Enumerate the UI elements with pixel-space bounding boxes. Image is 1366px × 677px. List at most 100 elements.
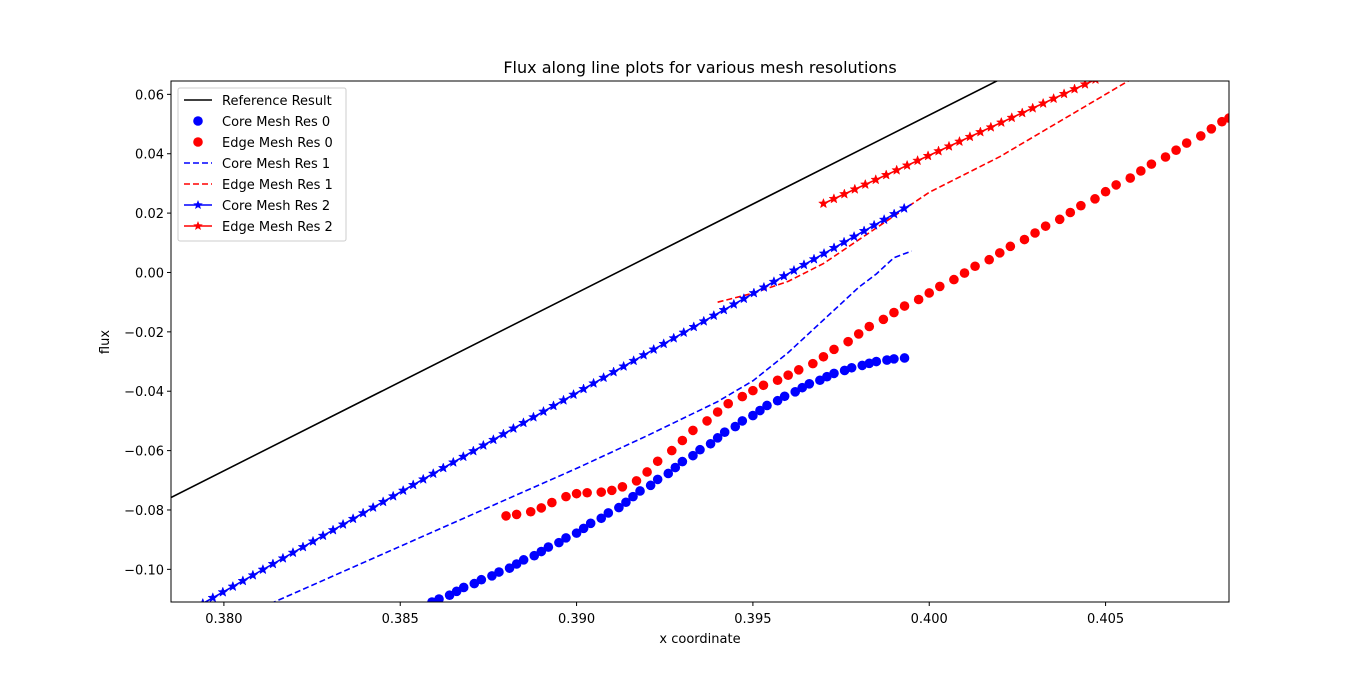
- data-point: [1171, 145, 1181, 155]
- star-marker: [698, 315, 710, 326]
- y-tick-label: −0.02: [124, 326, 164, 341]
- legend-item: Core Mesh Res 0: [193, 115, 330, 130]
- data-point: [797, 382, 808, 393]
- star-marker: [838, 188, 850, 199]
- star-marker: [177, 607, 187, 616]
- data-point: [899, 301, 910, 311]
- star-marker: [1195, 27, 1205, 36]
- x-tick-label: 0.395: [734, 612, 771, 627]
- star-marker: [1206, 22, 1216, 31]
- data-point: [561, 491, 571, 502]
- data-point: [434, 594, 444, 602]
- legend-swatch: [193, 116, 203, 126]
- star-marker: [848, 230, 860, 242]
- star-marker: [870, 174, 882, 185]
- star-marker: [912, 154, 924, 166]
- data-point: [536, 503, 547, 513]
- legend-swatch: [193, 137, 203, 147]
- star-marker: [1079, 81, 1091, 89]
- data-point: [772, 375, 783, 386]
- data-point: [730, 421, 741, 432]
- data-point: [723, 398, 734, 409]
- data-point: [984, 254, 994, 265]
- legend-item: Reference Result: [184, 94, 332, 109]
- y-tick-label: 0.02: [135, 207, 164, 222]
- star-marker: [708, 309, 720, 321]
- plot-frame: [170, 80, 1230, 603]
- y-axis: −0.10 −0.08 −0.06 −0.04 −0.02 0.00 0.02 0.04 0.0…: [124, 88, 171, 578]
- y-axis-label: flux: [98, 330, 113, 354]
- data-point: [511, 559, 522, 569]
- star-marker: [588, 377, 599, 388]
- y-tick-label: 0.00: [135, 266, 164, 281]
- data-point: [913, 294, 924, 305]
- data-point: [571, 528, 582, 538]
- data-point: [617, 482, 628, 492]
- star-marker: [528, 411, 539, 422]
- star-marker: [197, 597, 209, 602]
- data-point: [547, 497, 557, 508]
- legend-label: Edge Mesh Res 0: [222, 136, 333, 151]
- x-tick-label: 0.400: [911, 612, 948, 627]
- star-marker: [728, 298, 740, 309]
- star-marker: [964, 131, 976, 142]
- legend-label: Edge Mesh Res 1: [222, 178, 333, 193]
- data-point: [705, 438, 716, 449]
- star-marker: [628, 355, 640, 366]
- data-point: [652, 456, 663, 467]
- data-point: [889, 307, 899, 318]
- data-point: [1030, 228, 1040, 238]
- star-marker: [638, 349, 650, 360]
- data-point: [663, 468, 674, 479]
- star-marker: [668, 332, 680, 343]
- star-marker: [985, 121, 997, 132]
- data-point: [864, 321, 875, 332]
- data-point: [949, 274, 959, 285]
- star-marker: [387, 490, 399, 501]
- star-marker: [808, 253, 820, 264]
- data-point: [670, 462, 681, 473]
- star-marker: [888, 208, 900, 219]
- data-point: [621, 497, 631, 508]
- star-marker: [1101, 70, 1111, 79]
- data-point: [578, 523, 589, 534]
- data-point: [829, 368, 839, 379]
- data-point: [688, 450, 698, 461]
- data-point: [1111, 180, 1121, 190]
- y-tick-label: −0.10: [124, 563, 164, 578]
- star-marker: [758, 281, 770, 293]
- star-marker: [237, 575, 249, 586]
- x-axis-label: x coordinate: [659, 632, 740, 647]
- legend-label: Core Mesh Res 2: [222, 199, 330, 214]
- data-point: [737, 416, 748, 426]
- x-tick-label: 0.390: [558, 612, 595, 627]
- star-marker: [1185, 32, 1195, 41]
- star-marker: [954, 135, 965, 147]
- data-point: [561, 533, 571, 543]
- series-edge-mesh-res-2: [817, 22, 1216, 209]
- data-point: [853, 329, 864, 339]
- data-point: [719, 427, 730, 437]
- data-point: [1100, 186, 1111, 197]
- star-marker: [891, 164, 903, 175]
- series-layer: [171, 22, 1229, 616]
- x-tick-label: 0.405: [1087, 612, 1124, 627]
- data-point: [758, 380, 769, 391]
- data-point: [843, 336, 853, 347]
- data-point: [1125, 173, 1136, 183]
- data-point: [970, 261, 980, 272]
- star-marker: [901, 159, 913, 171]
- star-marker: [1037, 97, 1049, 109]
- data-point: [444, 590, 455, 600]
- series-core-mesh-res-1: [272, 250, 912, 602]
- star-marker: [407, 479, 419, 490]
- star-marker: [648, 343, 660, 355]
- star-marker: [247, 569, 259, 580]
- star-marker: [578, 383, 589, 394]
- star-marker: [548, 400, 559, 411]
- legend-label: Edge Mesh Res 2: [222, 220, 333, 235]
- star-marker: [768, 276, 780, 287]
- series-edge-mesh-res-1: [717, 81, 1130, 303]
- star-marker: [658, 338, 670, 349]
